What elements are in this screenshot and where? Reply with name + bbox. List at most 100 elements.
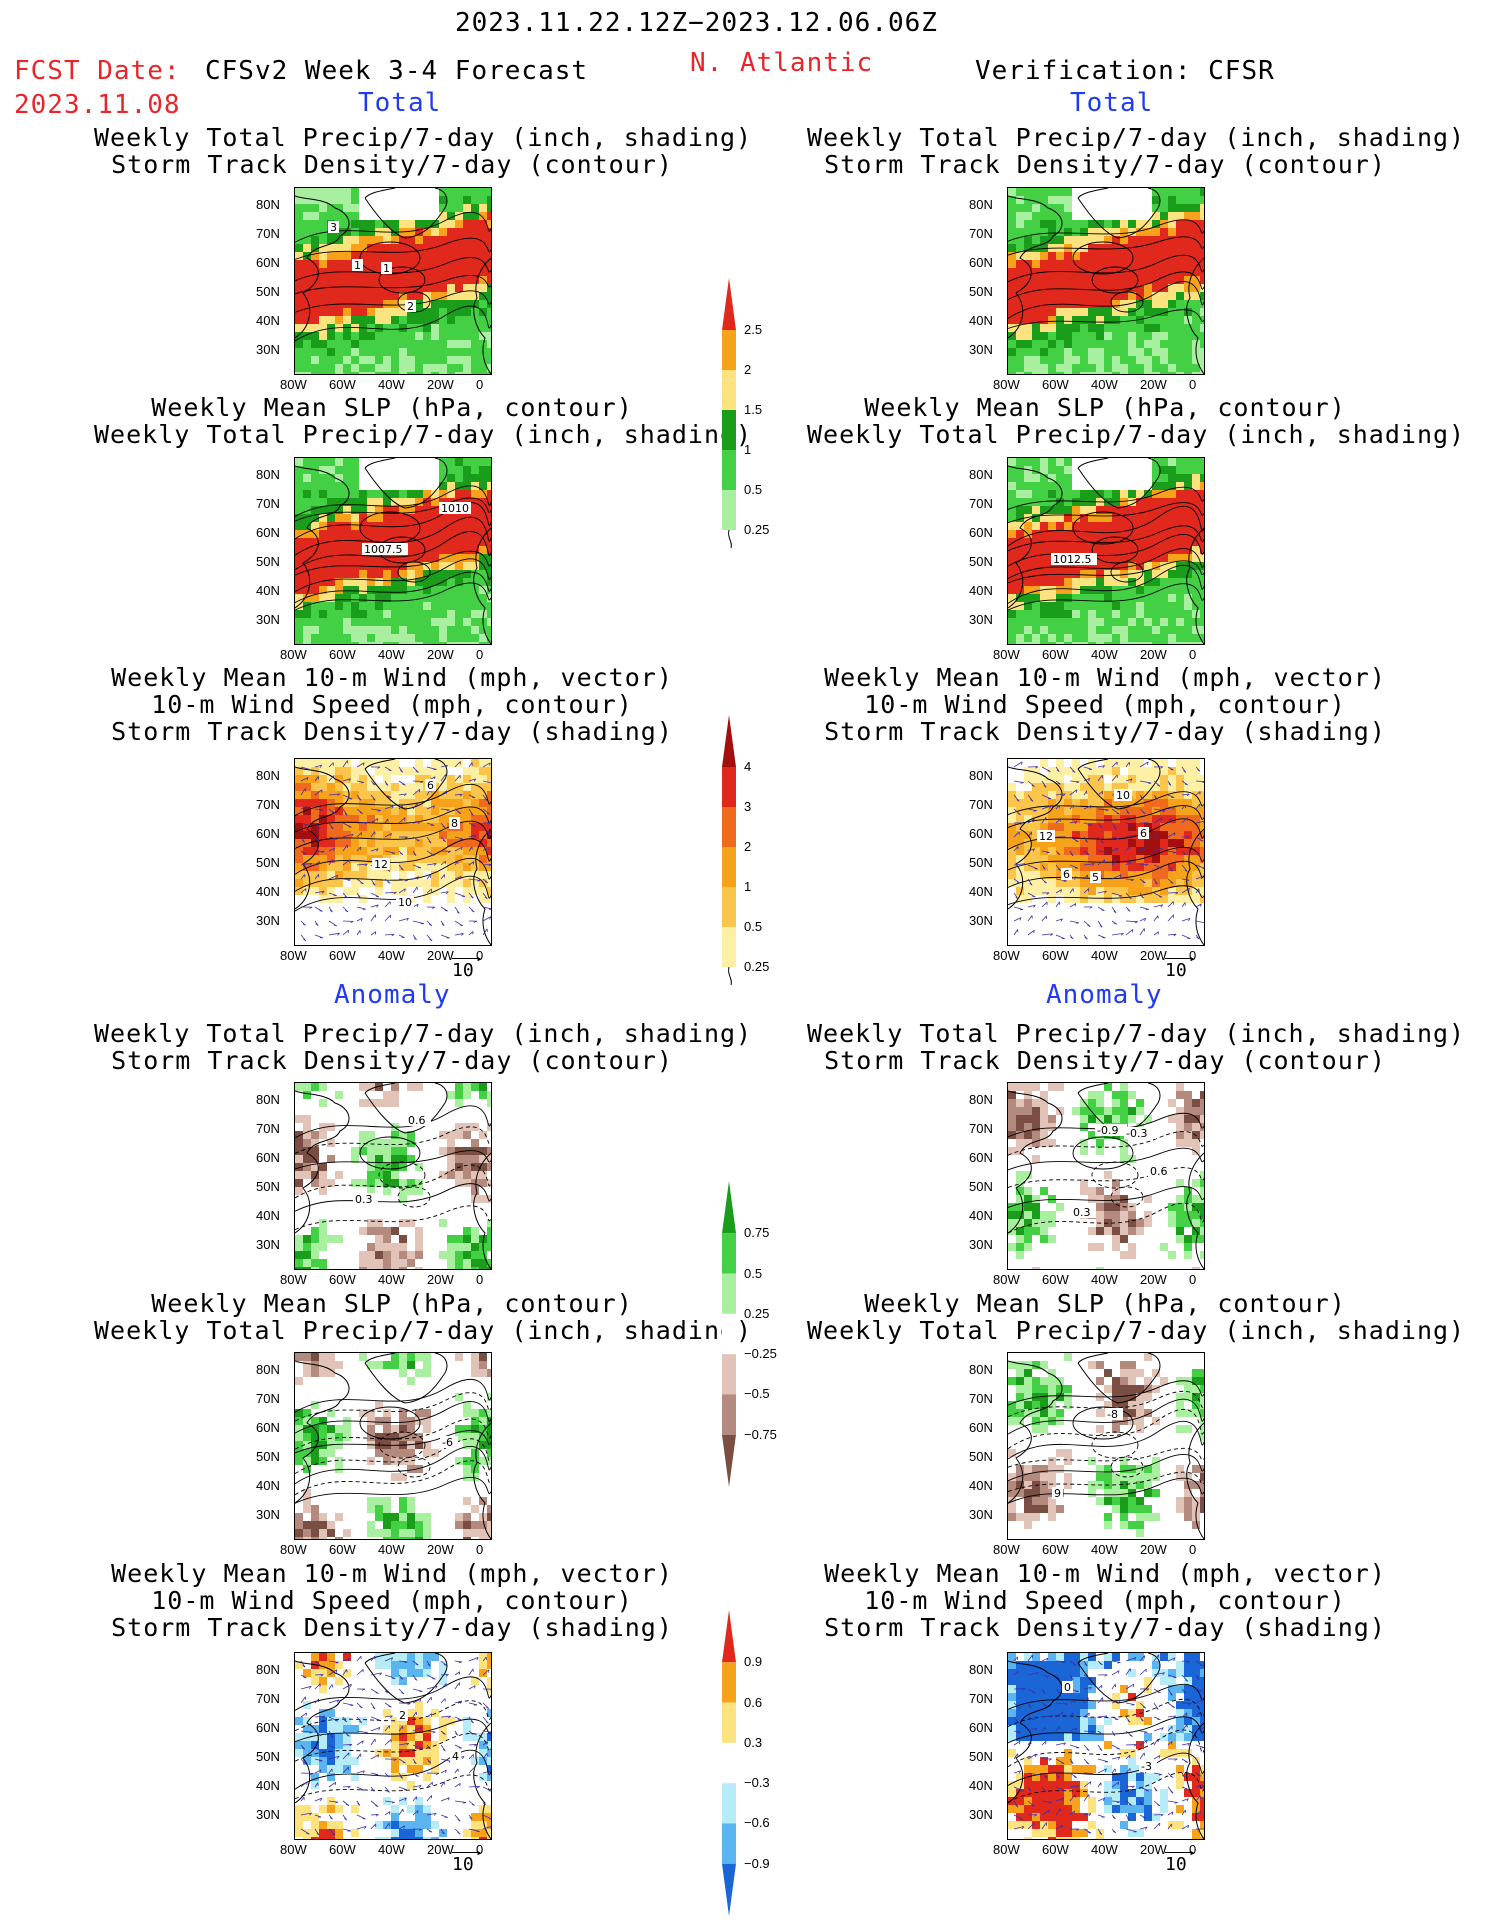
contour-layer bbox=[295, 784, 491, 912]
panel-title-line: Weekly Mean 10-m Wind (mph, vector) bbox=[111, 663, 673, 692]
lon-tick-label: 0 bbox=[1189, 377, 1197, 392]
lon-tick-label: 20W bbox=[427, 1272, 454, 1287]
lon-tick-label: 20W bbox=[1140, 1542, 1167, 1557]
contour-label: 2 bbox=[399, 1709, 406, 1722]
coastline bbox=[1008, 1083, 1204, 1269]
vector-reference-label: 10 bbox=[1165, 1854, 1187, 1875]
lat-tick-label: 40N bbox=[256, 1478, 280, 1493]
lat-tick-label: 80N bbox=[256, 1092, 280, 1107]
lat-tick-label: 60N bbox=[256, 255, 280, 270]
colorbar-label: 1.5 bbox=[744, 402, 763, 417]
map-svg: 0.3 0.6 bbox=[295, 1083, 491, 1269]
lon-tick-label: 0 bbox=[1189, 1272, 1197, 1287]
lat-tick-label: 80N bbox=[969, 197, 993, 212]
map-panel: -3 0 bbox=[1007, 1652, 1205, 1840]
lat-tick-label: 60N bbox=[969, 1150, 993, 1165]
lat-tick-label: 50N bbox=[969, 554, 993, 569]
map-svg: -3 0 bbox=[1008, 1653, 1204, 1839]
lat-tick-label: 60N bbox=[256, 525, 280, 540]
shading-layer bbox=[1008, 1083, 1204, 1269]
lat-tick-label: 40N bbox=[256, 583, 280, 598]
lat-tick-label: 30N bbox=[969, 612, 993, 627]
colorbar-track_anom bbox=[722, 1610, 736, 1916]
lat-tick-label: 80N bbox=[256, 1662, 280, 1677]
lat-tick-label: 40N bbox=[256, 313, 280, 328]
lon-tick-label: 80W bbox=[993, 647, 1020, 662]
lon-tick-label: 80W bbox=[993, 1542, 1020, 1557]
contour-label: 12 bbox=[374, 858, 388, 871]
map-svg bbox=[1008, 188, 1204, 374]
lat-tick-label: 30N bbox=[969, 342, 993, 357]
vector-reference-label: 10 bbox=[452, 1854, 474, 1875]
map-svg: 1 2 3 1 bbox=[295, 188, 491, 374]
lat-tick-label: 60N bbox=[969, 525, 993, 540]
colorbar-label: 1 bbox=[744, 442, 752, 457]
lon-tick-label: 40W bbox=[1091, 647, 1118, 662]
lon-tick-label: 0 bbox=[476, 1542, 484, 1557]
shading-layer bbox=[1008, 188, 1204, 374]
lat-tick-label: 30N bbox=[969, 1807, 993, 1822]
lat-tick-label: 70N bbox=[969, 1391, 993, 1406]
panel-title-line: Weekly Total Precip/7-day (inch, shading… bbox=[94, 1019, 753, 1048]
lat-tick-label: 80N bbox=[969, 768, 993, 783]
lat-tick-label: 60N bbox=[256, 1150, 280, 1165]
colorbar-label: 0.3 bbox=[744, 1734, 763, 1750]
contour-label: 0.6 bbox=[408, 1114, 426, 1127]
lat-tick-label: 80N bbox=[256, 197, 280, 212]
lon-tick-label: 80W bbox=[280, 377, 307, 392]
lat-tick-label: 40N bbox=[969, 1778, 993, 1793]
lon-tick-label: 0 bbox=[1189, 1842, 1197, 1857]
contour-label: 0.3 bbox=[355, 1193, 373, 1206]
shading-layer bbox=[1008, 458, 1204, 644]
contour-label: -6 bbox=[442, 1436, 453, 1449]
lat-tick-label: 40N bbox=[969, 1208, 993, 1223]
section-anomaly-right: Anomaly bbox=[1046, 980, 1163, 1010]
lat-tick-label: 50N bbox=[256, 855, 280, 870]
shading-layer bbox=[295, 759, 491, 903]
map-panel: 6 6 10 12 5 bbox=[1007, 758, 1205, 946]
map-svg: 1010 1007.5 bbox=[295, 458, 491, 644]
contour-layer bbox=[1008, 1113, 1204, 1234]
panel-title-line: Weekly Total Precip/7-day (inch, shading… bbox=[94, 123, 753, 152]
lon-tick-label: 40W bbox=[1091, 948, 1118, 963]
panel-title-line: Weekly Mean SLP (hPa, contour) bbox=[151, 393, 633, 422]
lon-tick-label: 0 bbox=[476, 647, 484, 662]
colorbar-label: 0.25 bbox=[744, 1305, 770, 1321]
vector-reference-label: 10 bbox=[1165, 960, 1187, 981]
panel-title-line: Weekly Mean 10-m Wind (mph, vector) bbox=[824, 1559, 1386, 1588]
map-svg: 10 8 12 6 bbox=[295, 759, 491, 945]
lon-tick-label: 40W bbox=[1091, 1272, 1118, 1287]
map-panel: -6 bbox=[294, 1352, 492, 1540]
lon-tick-label: 20W bbox=[1140, 647, 1167, 662]
panel-title-line: 10-m Wind Speed (mph, contour) bbox=[864, 1586, 1346, 1615]
vector-reference: ▸ 10 bbox=[1165, 1846, 1196, 1875]
vector-reference: ▸ 10 bbox=[1165, 952, 1196, 981]
map-panel: 1012.5 bbox=[1007, 457, 1205, 645]
contour-layer bbox=[1008, 486, 1204, 611]
lat-tick-label: 50N bbox=[256, 1179, 280, 1194]
panel-title-line: Weekly Total Precip/7-day (inch, shading… bbox=[807, 123, 1466, 152]
lat-tick-label: 70N bbox=[256, 1691, 280, 1706]
lon-tick-label: 20W bbox=[427, 647, 454, 662]
shading-layer bbox=[295, 188, 491, 374]
contour-label: 9 bbox=[1054, 1487, 1061, 1500]
colorbar-label: 0.5 bbox=[744, 919, 763, 934]
colorbar-precip_anom bbox=[722, 1181, 736, 1487]
colorbar-precip bbox=[722, 278, 736, 549]
lat-tick-label: 40N bbox=[969, 583, 993, 598]
lat-tick-label: 40N bbox=[969, 313, 993, 328]
shading-layer bbox=[1008, 1653, 1204, 1839]
lat-tick-label: 80N bbox=[256, 1362, 280, 1377]
lat-tick-label: 70N bbox=[256, 1121, 280, 1136]
map-panel: 9 -8 bbox=[1007, 1352, 1205, 1540]
lat-tick-label: 30N bbox=[969, 1237, 993, 1252]
panel-title-line: Storm Track Density/7-day (contour) bbox=[111, 150, 673, 179]
lon-tick-label: 20W bbox=[1140, 948, 1167, 963]
lat-tick-label: 80N bbox=[256, 768, 280, 783]
panel-title-line: Weekly Total Precip/7-day (inch, shading… bbox=[807, 1019, 1466, 1048]
fcst-date-label: FCST Date: bbox=[14, 56, 181, 86]
lon-tick-label: 40W bbox=[1091, 1542, 1118, 1557]
map-panel: 1010 1007.5 bbox=[294, 457, 492, 645]
lat-tick-label: 50N bbox=[969, 1179, 993, 1194]
map-panel: 10 8 12 6 bbox=[294, 758, 492, 946]
